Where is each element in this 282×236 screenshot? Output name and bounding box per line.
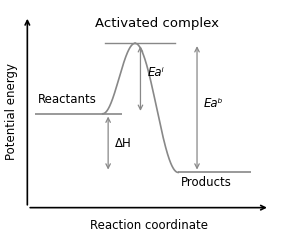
Text: Activated complex: Activated complex (95, 17, 219, 30)
Text: ΔH: ΔH (115, 137, 132, 150)
Text: Reactants: Reactants (38, 93, 97, 106)
Text: Products: Products (181, 176, 232, 189)
Text: Potential energy: Potential energy (5, 63, 18, 160)
Text: Eaⁱ: Eaⁱ (147, 66, 164, 79)
Text: Eaᵇ: Eaᵇ (204, 97, 223, 110)
Text: Reaction coordinate: Reaction coordinate (90, 219, 208, 232)
